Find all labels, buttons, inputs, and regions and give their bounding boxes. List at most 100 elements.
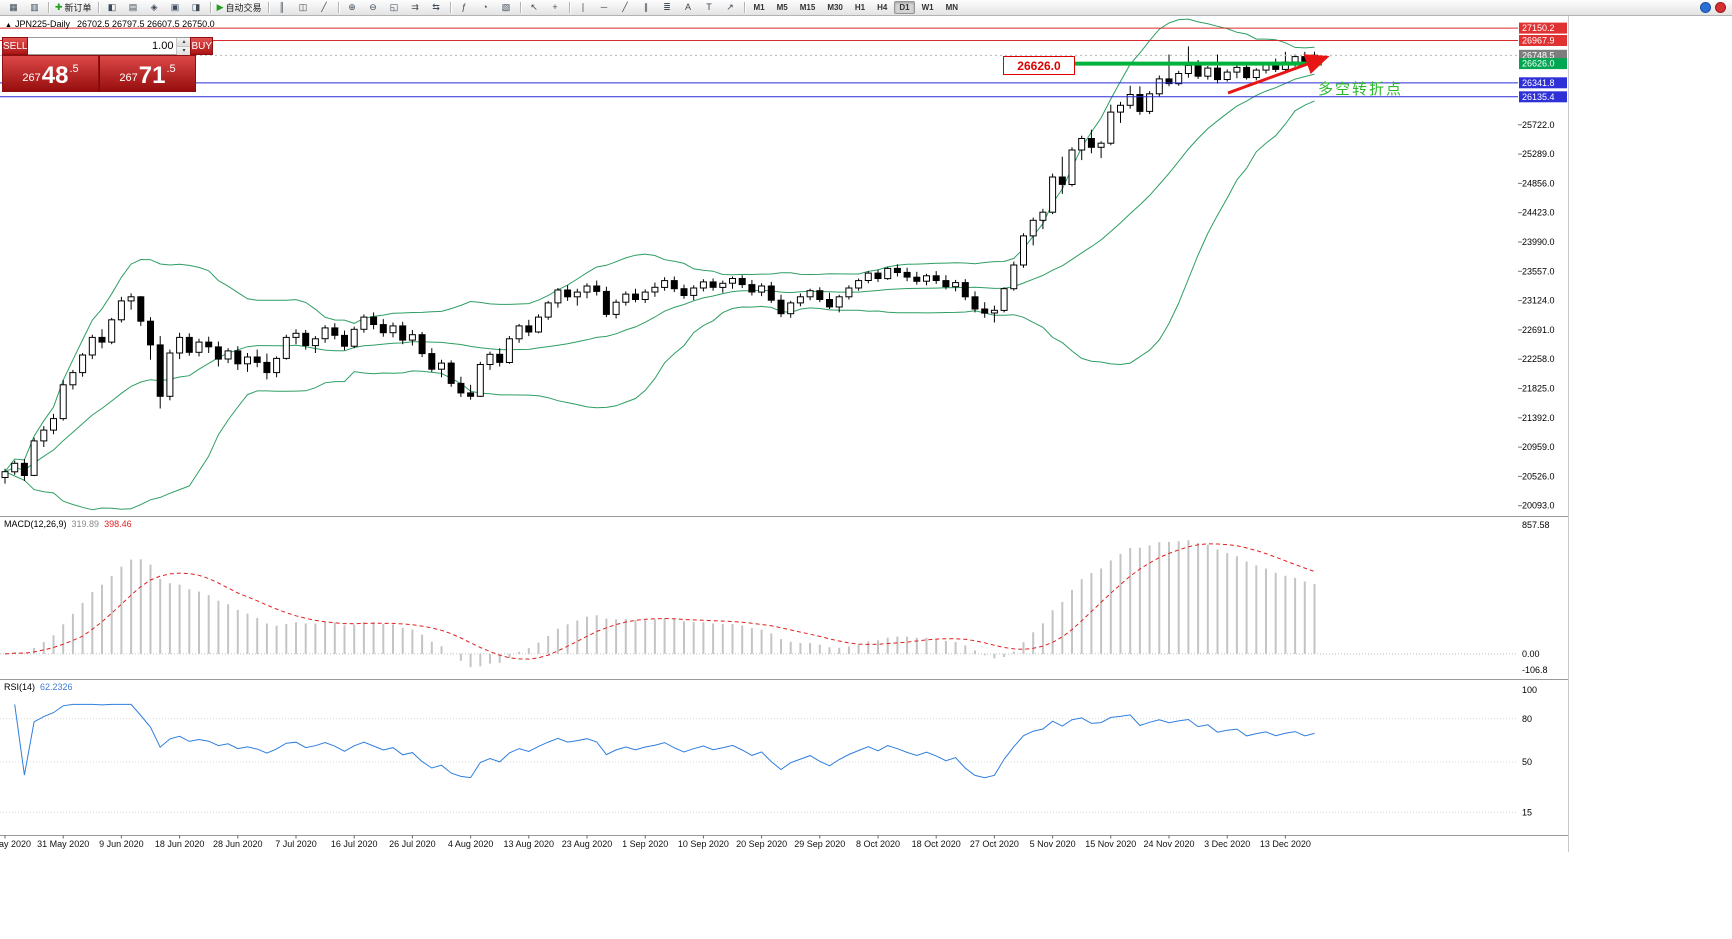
templates-button[interactable]: ▧ — [497, 1, 516, 14]
alert-status-icon[interactable] — [1715, 2, 1726, 13]
svg-text:13 Dec 2020: 13 Dec 2020 — [1260, 839, 1311, 849]
sell-button[interactable]: SELL — [2, 37, 29, 55]
timeframe-m5-button[interactable]: M5 — [776, 3, 788, 12]
crosshair-icon: + — [552, 2, 558, 12]
svg-text:20093.0: 20093.0 — [1522, 501, 1555, 511]
data-window-button[interactable]: ▤ — [124, 1, 143, 14]
svg-text:9 Jun 2020: 9 Jun 2020 — [99, 839, 144, 849]
new-chart-button[interactable]: ▦ — [4, 1, 23, 14]
indicators-button[interactable]: ƒ — [455, 1, 474, 14]
text-button[interactable]: A — [679, 1, 698, 14]
text-label-icon: T — [706, 2, 712, 12]
timeframe-h4-button[interactable]: H4 — [877, 3, 888, 12]
volume-increment-button[interactable]: ▴ — [177, 38, 191, 47]
svg-text:-106.8: -106.8 — [1522, 665, 1548, 675]
svg-text:20959.0: 20959.0 — [1522, 442, 1555, 452]
tile-windows-button[interactable]: ◱ — [385, 1, 404, 14]
new-order-icon: ✚ — [55, 2, 63, 12]
navigator-button[interactable]: ◈ — [145, 1, 164, 14]
strategy-tester-icon: ◨ — [191, 2, 201, 12]
svg-text:1 Sep 2020: 1 Sep 2020 — [622, 839, 668, 849]
timeframe-w1-button[interactable]: W1 — [921, 3, 934, 12]
time-scale[interactable]: 21 May 2020 31 May 2020 9 Jun 2020 18 Jun 2… — [0, 835, 1311, 850]
svg-text:857.58: 857.58 — [1522, 520, 1550, 530]
timeframe-d1-button[interactable]: D1 — [894, 1, 915, 14]
ask-price-prefix: 267 — [119, 72, 138, 84]
periods-button[interactable]: ◔ — [476, 1, 495, 14]
oneclick-toggle-icon[interactable]: ▲ — [5, 22, 12, 29]
volume-input[interactable] — [28, 38, 177, 54]
chart-shift-button[interactable]: ⇆ — [427, 1, 446, 14]
panel-separators — [0, 16, 1569, 852]
volume-decrement-button[interactable]: ▾ — [177, 47, 191, 55]
ask-price-button[interactable]: 267 71.5 — [99, 55, 196, 92]
text-label-button[interactable]: T — [700, 1, 719, 14]
macd-indicator-label: MACD(12,26,9) 319.89 398.46 — [4, 519, 132, 529]
timeframe-mn-button[interactable]: MN — [945, 3, 959, 12]
bid-price-button[interactable]: 267 48.5 — [2, 55, 99, 92]
macd-panel — [0, 540, 1518, 668]
svg-text:27 Oct 2020: 27 Oct 2020 — [970, 839, 1019, 849]
svg-text:3 Dec 2020: 3 Dec 2020 — [1204, 839, 1250, 849]
buy-button[interactable]: BUY — [190, 37, 214, 55]
market-watch-button[interactable]: ◧ — [103, 1, 122, 14]
ask-price-big: 71 — [138, 61, 166, 89]
profiles-button[interactable]: ▥ — [25, 1, 44, 14]
market-watch-icon: ◧ — [107, 2, 117, 12]
svg-text:26341.8: 26341.8 — [1522, 78, 1555, 88]
arrows-button[interactable]: ↗ — [721, 1, 740, 14]
timeframe-m1-button[interactable]: M1 — [753, 3, 765, 12]
svg-text:26135.4: 26135.4 — [1522, 92, 1555, 102]
crosshair-button[interactable]: + — [546, 1, 565, 14]
svg-text:22258.0: 22258.0 — [1522, 354, 1555, 364]
bollinger-bands — [4, 18, 1315, 511]
fibonacci-button[interactable]: ≣ — [658, 1, 677, 14]
zoom-out-button[interactable]: ⊖ — [364, 1, 383, 14]
vertical-line-button[interactable]: ∣ — [574, 1, 593, 14]
auto-scroll-button[interactable]: ⇉ — [406, 1, 425, 14]
timeframe-h1-button[interactable]: H1 — [854, 3, 866, 12]
bar-chart-button[interactable]: ║ — [273, 1, 292, 14]
turning-point-annotation[interactable]: 多空转折点 — [1318, 81, 1404, 98]
svg-text:100: 100 — [1522, 685, 1537, 695]
svg-text:24856.0: 24856.0 — [1522, 178, 1555, 188]
horizontal-line-icon: ─ — [600, 2, 608, 12]
svg-text:29 Sep 2020: 29 Sep 2020 — [794, 839, 845, 849]
connection-status-icon[interactable] — [1700, 2, 1711, 13]
ask-price-suffix: .5 — [166, 63, 176, 75]
svg-text:28 Jun 2020: 28 Jun 2020 — [213, 839, 263, 849]
terminal-button[interactable]: ▣ — [166, 1, 185, 14]
toolbar: ▦ ▥ ✚ 新订单 ◧ ▤ ◈ ▣ ◨ ▶ 自动交易 ║ ◫ ╱ ⊕ ⊖ ◱ ⇉ ⇆ ƒ ◔ ▧ ↖ + ∣ ─ ╱ ∥ ≣ A T ↗ M1 M… — [0, 0, 1732, 16]
timeframe-m15-button[interactable]: M15 — [799, 3, 816, 12]
svg-text:23124.0: 23124.0 — [1522, 296, 1555, 306]
svg-text:18 Jun 2020: 18 Jun 2020 — [155, 839, 205, 849]
toolbar-separator — [97, 2, 99, 13]
price-scale[interactable]: 25722.0 25289.0 24856.0 24423.0 23990.0 23557… — [1518, 22, 1567, 818]
new-order-label: 新订单 — [64, 3, 92, 13]
svg-text:16 Jul 2020: 16 Jul 2020 — [331, 839, 378, 849]
support-price-label[interactable]: 26626.0 — [1003, 56, 1075, 75]
line-chart-button[interactable]: ╱ — [315, 1, 334, 14]
channel-button[interactable]: ∥ — [637, 1, 656, 14]
svg-text:26 Jul 2020: 26 Jul 2020 — [389, 839, 436, 849]
cursor-button[interactable]: ↖ — [525, 1, 544, 14]
candlestick-chart-button[interactable]: ◫ — [294, 1, 313, 14]
rsi-indicator-label: RSI(14) 62.2326 — [4, 682, 73, 692]
trendline-button[interactable]: ╱ — [616, 1, 635, 14]
data-window-icon: ▤ — [128, 2, 138, 12]
autotrading-label: 自动交易 — [225, 3, 262, 13]
svg-text:4 Aug 2020: 4 Aug 2020 — [448, 839, 494, 849]
trend-arrow[interactable] — [1227, 54, 1330, 95]
strategy-tester-button[interactable]: ◨ — [187, 1, 206, 14]
new-order-button[interactable]: ✚ 新订单 — [53, 1, 94, 14]
macd-signal-line — [4, 543, 1315, 660]
zoom-in-button[interactable]: ⊕ — [343, 1, 362, 14]
svg-text:24423.0: 24423.0 — [1522, 208, 1555, 218]
candles-layer — [1, 46, 1318, 484]
chart-shift-icon: ⇆ — [432, 2, 440, 12]
horizontal-line-button[interactable]: ─ — [595, 1, 614, 14]
autotrading-button[interactable]: ▶ 自动交易 — [215, 1, 264, 14]
timeframe-m30-button[interactable]: M30 — [827, 3, 843, 12]
